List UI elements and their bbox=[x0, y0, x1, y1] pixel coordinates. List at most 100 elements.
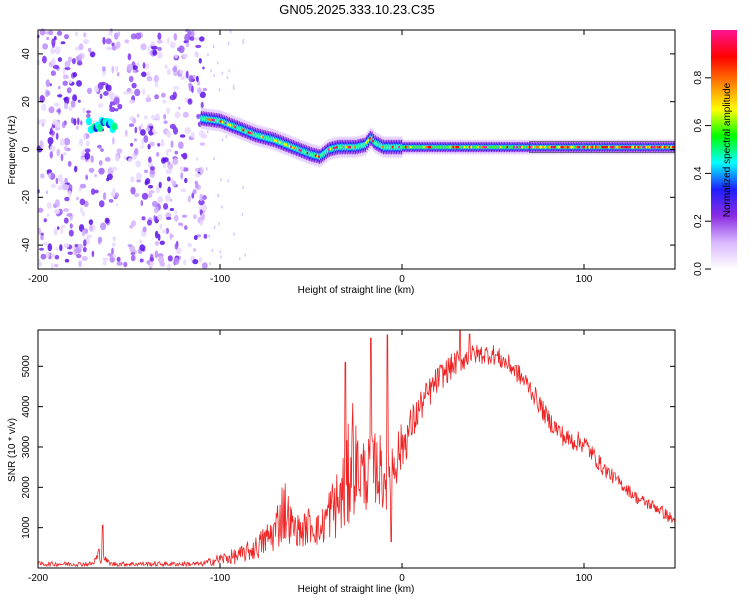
heatmap-noise-blob bbox=[187, 243, 192, 248]
heatmap-noise-blob bbox=[90, 188, 96, 195]
heatmap-noise-blob bbox=[128, 75, 134, 83]
heatmap-noise-blob bbox=[184, 97, 189, 103]
heatmap-noise-blob bbox=[139, 258, 144, 263]
heatmap-noise-blob bbox=[202, 66, 205, 70]
heatmap-noise-blob bbox=[54, 46, 61, 55]
heatmap-noise-blob bbox=[57, 226, 60, 230]
heatmap-noise-blob bbox=[39, 140, 44, 147]
heatmap-noise-blob bbox=[102, 257, 109, 262]
heatmap-noise-blob bbox=[140, 200, 144, 207]
heatmap-noise-blob bbox=[162, 163, 166, 168]
heatmap-noise-blob bbox=[62, 74, 69, 80]
heatmap-noise-blob bbox=[111, 242, 116, 247]
heatmap-noise-blob bbox=[130, 33, 137, 40]
heatmap-noise-blob bbox=[66, 213, 73, 217]
heatmap-noise-blob bbox=[142, 88, 146, 96]
heatmap-noise-blob bbox=[98, 160, 103, 166]
heatmap-noise-blob bbox=[64, 258, 70, 263]
heatmap-noise-blob bbox=[43, 241, 48, 246]
heatmap-noise-blob bbox=[148, 190, 155, 194]
heatmap-faint-cell bbox=[242, 186, 244, 190]
heatmap-noise-blob bbox=[159, 223, 163, 230]
heatmap-noise-blob bbox=[46, 213, 50, 218]
heatmap-noise-blob bbox=[111, 65, 115, 74]
heatmap-noise-blob bbox=[169, 198, 173, 202]
heatmap-noise-blob bbox=[112, 253, 116, 258]
colorbar-gradient bbox=[711, 30, 737, 269]
heatmap-noise-blob bbox=[94, 189, 99, 194]
heatmap-noise-blob bbox=[64, 66, 71, 71]
heatmap-noise-blob bbox=[100, 148, 104, 152]
heatmap-noise-blob bbox=[156, 39, 163, 44]
heatmap-ytick-label: 20 bbox=[21, 96, 32, 108]
heatmap-noise-blob bbox=[82, 107, 86, 113]
heatmap-noise-blob bbox=[184, 225, 188, 230]
heatmap-noise-blob bbox=[199, 142, 205, 146]
heatmap-noise-blob bbox=[91, 250, 95, 257]
heatmap-noise-blob bbox=[167, 161, 171, 165]
heatmap-noise-blob bbox=[37, 227, 42, 235]
heatmap-noise-blob bbox=[198, 130, 205, 138]
heatmap-faint-cell bbox=[213, 73, 215, 77]
heatmap-noise-blob bbox=[63, 243, 70, 248]
heatmap-xtick-label: 0 bbox=[399, 274, 405, 285]
heatmap-noise-blob bbox=[72, 94, 78, 102]
heatmap-noise-blob bbox=[43, 218, 47, 223]
heatmap-noise-blob bbox=[200, 213, 206, 221]
heatmap-noise-blob bbox=[105, 46, 112, 51]
heatmap-noise-blob bbox=[163, 113, 167, 120]
snr-line bbox=[37, 329, 676, 567]
colorbar-ticks: 0.0 0.2 0.4 0.6 0.8 bbox=[693, 70, 711, 276]
heatmap-noise-blob bbox=[149, 257, 154, 262]
heatmap-noise-blob bbox=[51, 38, 56, 46]
heatmap-noise-blob bbox=[173, 85, 180, 90]
heatmap-noise-blob bbox=[153, 215, 156, 221]
heatmap-noise-blob bbox=[141, 192, 149, 200]
heatmap-noise-blob bbox=[177, 141, 184, 149]
heatmap-noise-blob bbox=[173, 33, 177, 41]
heatmap-noise-blob bbox=[84, 148, 91, 153]
heatmap-noise-blob bbox=[50, 253, 56, 257]
heatmap-noise-blob bbox=[45, 190, 49, 195]
heatmap-noise-blob bbox=[68, 184, 73, 191]
heatmap-noise-blob bbox=[180, 188, 187, 193]
heatmap-noise-blob bbox=[112, 236, 117, 242]
heatmap-noise-blob bbox=[83, 39, 89, 45]
heatmap-noise-blob bbox=[49, 130, 53, 135]
heatmap-noise-blob bbox=[103, 91, 109, 96]
heatmap-noise-blob bbox=[132, 117, 137, 124]
heatmap-noise-blob bbox=[74, 244, 79, 248]
heatmap-noise-blob bbox=[142, 226, 147, 233]
heatmap-noise-blob bbox=[202, 203, 208, 212]
heatmap-noise-blob bbox=[130, 176, 135, 183]
heatmap-noise-blob bbox=[78, 187, 82, 192]
heatmap-noise-blob bbox=[167, 148, 173, 153]
heatmap-noise-blob bbox=[139, 239, 143, 245]
heatmap-noise-blob bbox=[150, 166, 155, 171]
heatmap-noise-blob bbox=[77, 60, 83, 66]
heatmap-noise-blob bbox=[50, 183, 56, 189]
heatmap-noise-blob bbox=[166, 130, 172, 138]
heatmap-noise-blob bbox=[67, 251, 73, 255]
heatmap-faint-cell bbox=[221, 138, 224, 142]
heatmap-noise-blob bbox=[201, 262, 208, 270]
heatmap-noise-blob bbox=[179, 69, 184, 74]
heatmap-noise-blob bbox=[104, 157, 111, 162]
heatmap-noise-blob bbox=[147, 123, 153, 127]
heatmap-noise-blob bbox=[144, 115, 148, 120]
heatmap-noise-blob bbox=[108, 31, 113, 36]
heatmap-noise-blob bbox=[113, 97, 120, 105]
heatmap-noise-blob bbox=[156, 186, 160, 194]
heatmap-noise-blob bbox=[187, 195, 191, 203]
heatmap-ytick-label: -20 bbox=[21, 190, 32, 205]
heatmap-noise-blob bbox=[98, 200, 105, 208]
heatmap-ridge-cell bbox=[85, 117, 92, 126]
heatmap-noise-blob bbox=[102, 36, 106, 45]
heatmap-noise-blob bbox=[97, 82, 104, 90]
heatmap-noise-blob bbox=[58, 85, 61, 90]
heatmap-noise-blob bbox=[158, 256, 165, 264]
heatmap-noise-blob bbox=[182, 111, 189, 118]
heatmap-noise-blob bbox=[55, 121, 61, 129]
